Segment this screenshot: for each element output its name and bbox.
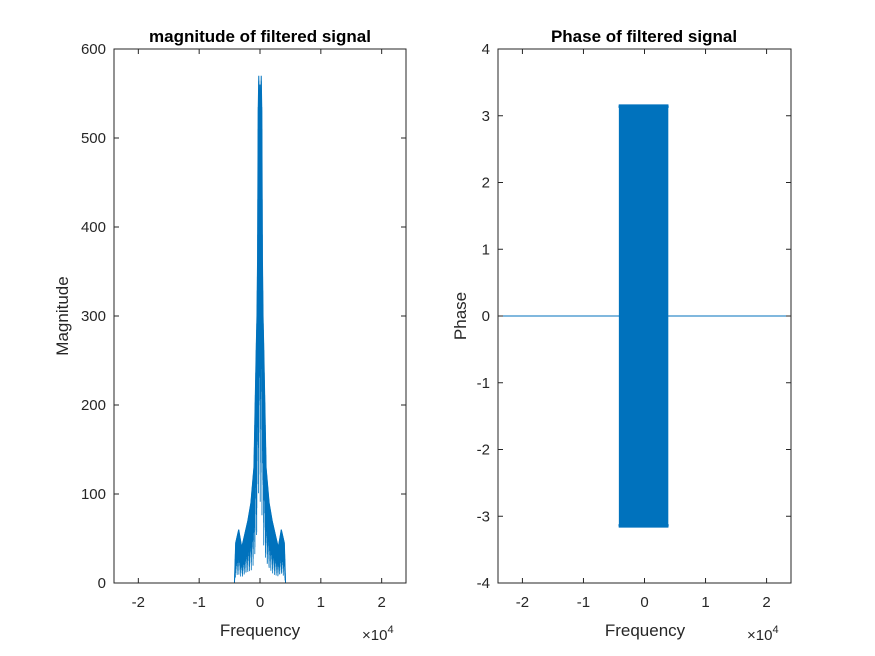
magnitude-xlabel: Frequency — [220, 621, 301, 640]
phase-title: Phase of filtered signal — [551, 27, 737, 46]
phase-xlabel: Frequency — [605, 621, 686, 640]
magnitude-plot-area — [114, 75, 406, 584]
phase-ytick-label: 2 — [482, 175, 490, 192]
magnitude-xtick-label: 2 — [377, 594, 385, 611]
phase-band-bottom-edge — [618, 524, 669, 528]
phase-oscillation-band — [618, 106, 669, 526]
phase-xtick-label: -2 — [516, 594, 529, 611]
magnitude-series-line — [114, 80, 406, 584]
magnitude-ytick-label: 500 — [81, 130, 106, 147]
magnitude-ticks: -2 -1 0 1 2 0 100 200 300 400 500 600 — [81, 41, 406, 611]
magnitude-x-exponent: ×104 — [362, 624, 394, 644]
phase-x-exponent: ×104 — [747, 624, 779, 644]
phase-ytick-label: -3 — [477, 508, 490, 525]
phase-axes: -2 -1 0 1 2 -4 -3 -2 -1 0 1 2 3 4 Phase of filtered s… — [451, 27, 792, 644]
phase-xtick-label: -1 — [577, 594, 590, 611]
phase-xtick-label: 0 — [640, 594, 648, 611]
magnitude-xtick-label: -1 — [192, 594, 205, 611]
magnitude-ytick-label: 200 — [81, 397, 106, 414]
phase-xtick-label: 1 — [701, 594, 709, 611]
phase-band-top-edge — [618, 104, 669, 108]
magnitude-axes: -2 -1 0 1 2 0 100 200 300 400 500 600 magnitude of … — [53, 27, 407, 644]
phase-ytick-label: 0 — [482, 308, 490, 325]
phase-ytick-label: -1 — [477, 375, 490, 392]
phase-ytick-label: 1 — [482, 241, 490, 258]
phase-xtick-label: 2 — [762, 594, 770, 611]
magnitude-ylabel: Magnitude — [53, 276, 72, 355]
phase-ticks: -2 -1 0 1 2 -4 -3 -2 -1 0 1 2 3 4 — [477, 41, 791, 611]
magnitude-xtick-label: 0 — [256, 594, 264, 611]
phase-ytick-label: 3 — [482, 108, 490, 125]
phase-ytick-label: 4 — [482, 41, 490, 58]
magnitude-ytick-label: 100 — [81, 486, 106, 503]
magnitude-xtick-label: 1 — [317, 594, 325, 611]
phase-ytick-label: -2 — [477, 442, 490, 459]
magnitude-ytick-label: 300 — [81, 308, 106, 325]
magnitude-ytick-label: 600 — [81, 41, 106, 58]
magnitude-ytick-label: 0 — [98, 575, 106, 592]
magnitude-ytick-label: 400 — [81, 219, 106, 236]
phase-ylabel: Phase — [451, 292, 470, 340]
magnitude-xtick-label: -2 — [132, 594, 145, 611]
phase-ytick-label: -4 — [477, 575, 490, 592]
magnitude-title: magnitude of filtered signal — [149, 27, 371, 46]
phase-plot-area — [498, 104, 791, 528]
